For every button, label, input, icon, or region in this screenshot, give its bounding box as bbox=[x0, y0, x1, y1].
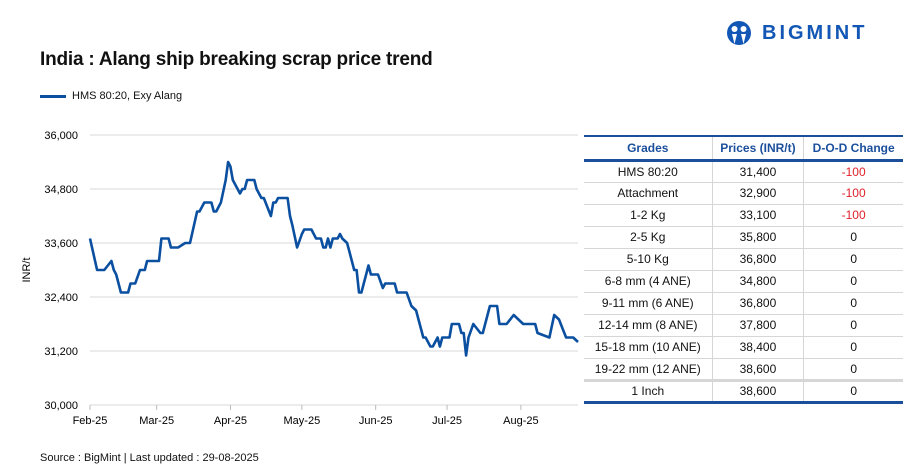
grade-cell: 5-10 Kg bbox=[584, 248, 713, 271]
page-title: India : Alang ship breaking scrap price … bbox=[40, 49, 433, 70]
y-tick-label: 34,800 bbox=[44, 184, 78, 196]
change-cell: 0 bbox=[803, 270, 903, 293]
chart-legend: HMS 80:20, Exy Alang bbox=[40, 90, 182, 102]
legend-swatch bbox=[40, 94, 66, 98]
column-header: Prices (INR/t) bbox=[711, 135, 804, 162]
table-row: 9-11 mm (6 ANE) 36,800 0 bbox=[584, 292, 903, 315]
x-tick-label: Mar-25 bbox=[139, 415, 174, 427]
grade-cell: 2-5 Kg bbox=[584, 226, 713, 249]
column-header: D-O-D Change bbox=[803, 135, 903, 162]
y-axis-label: INR/t bbox=[21, 257, 33, 282]
grade-cell: 1-2 Kg bbox=[584, 204, 713, 227]
x-tick-label: Apr-25 bbox=[214, 415, 247, 427]
x-tick-label: Feb-25 bbox=[73, 415, 108, 427]
grade-cell: HMS 80:20 bbox=[584, 160, 713, 183]
grade-cell: 1 Inch bbox=[584, 378, 713, 404]
change-cell: 0 bbox=[803, 314, 903, 337]
table-row: 15-18 mm (10 ANE) 38,400 0 bbox=[584, 336, 903, 359]
grade-cell: 15-18 mm (10 ANE) bbox=[584, 336, 713, 359]
price-cell: 38,400 bbox=[711, 336, 804, 359]
legend-label: HMS 80:20, Exy Alang bbox=[72, 90, 183, 102]
y-tick-label: 32,400 bbox=[44, 292, 78, 304]
change-cell: -100 bbox=[803, 204, 903, 227]
price-line-chart: 30,000 31,200 32,400 33,600 34,800 36,000 Feb-… bbox=[21, 130, 579, 427]
change-cell: 0 bbox=[803, 226, 903, 249]
table-row: 5-10 Kg 36,800 0 bbox=[584, 248, 903, 271]
grade-cell: 19-22 mm (12 ANE) bbox=[584, 358, 713, 381]
grade-cell: 12-14 mm (8 ANE) bbox=[584, 314, 713, 337]
change-cell: 0 bbox=[803, 378, 903, 404]
price-cell: 33,100 bbox=[711, 204, 804, 227]
price-cell: 38,600 bbox=[711, 358, 804, 381]
y-tick-label: 31,200 bbox=[44, 346, 78, 358]
table-row: 6-8 mm (4 ANE) 34,800 0 bbox=[584, 270, 903, 293]
table-row: 19-22 mm (12 ANE) 38,600 0 bbox=[584, 358, 903, 381]
change-cell: 0 bbox=[803, 292, 903, 315]
price-cell: 36,800 bbox=[711, 248, 804, 271]
series-line-hms-80-20 bbox=[88, 160, 579, 357]
x-tick-label: Jun-25 bbox=[359, 415, 393, 427]
price-cell: 38,600 bbox=[711, 378, 804, 404]
bigmint-logo-icon bbox=[727, 21, 751, 45]
price-cell: 36,800 bbox=[711, 292, 804, 315]
y-tick-label: 30,000 bbox=[44, 400, 78, 412]
x-tick-label: May-25 bbox=[284, 415, 321, 427]
table-row: 1-2 Kg 33,100 -100 bbox=[584, 204, 903, 227]
y-tick-label: 36,000 bbox=[44, 130, 78, 142]
column-header: Grades bbox=[584, 135, 713, 162]
grade-cell: 6-8 mm (4 ANE) bbox=[584, 270, 713, 293]
price-cell: 35,800 bbox=[711, 226, 804, 249]
table-row: 1 Inch 38,600 0 bbox=[584, 378, 903, 404]
grade-cell: 9-11 mm (6 ANE) bbox=[584, 292, 713, 315]
grade-cell: Attachment bbox=[584, 182, 713, 205]
table-row: Attachment 32,900 -100 bbox=[584, 182, 903, 205]
bigmint-logo-text: BIGMINT bbox=[762, 21, 868, 44]
price-table: Grades Prices (INR/t) D-O-D Change HMS 80:… bbox=[584, 135, 903, 404]
change-cell: -100 bbox=[803, 160, 903, 183]
bigmint-logo: BIGMINT bbox=[726, 20, 867, 46]
price-cell: 34,800 bbox=[711, 270, 804, 293]
y-tick-label: 33,600 bbox=[44, 238, 78, 250]
price-cell: 37,800 bbox=[711, 314, 804, 337]
table-row: 12-14 mm (8 ANE) 37,800 0 bbox=[584, 314, 903, 337]
change-cell: 0 bbox=[803, 358, 903, 381]
price-cell: 31,400 bbox=[711, 160, 804, 183]
table-row: HMS 80:20 31,400 -100 bbox=[584, 160, 903, 183]
x-tick-label: Aug-25 bbox=[503, 415, 538, 427]
change-cell: 0 bbox=[803, 336, 903, 359]
x-tick-label: Jul-25 bbox=[432, 415, 462, 427]
price-cell: 32,900 bbox=[711, 182, 804, 205]
source-note: Source : BigMint | Last updated : 29-08-… bbox=[40, 452, 259, 464]
change-cell: -100 bbox=[803, 182, 903, 205]
change-cell: 0 bbox=[803, 248, 903, 271]
table-row: 2-5 Kg 35,800 0 bbox=[584, 226, 903, 249]
